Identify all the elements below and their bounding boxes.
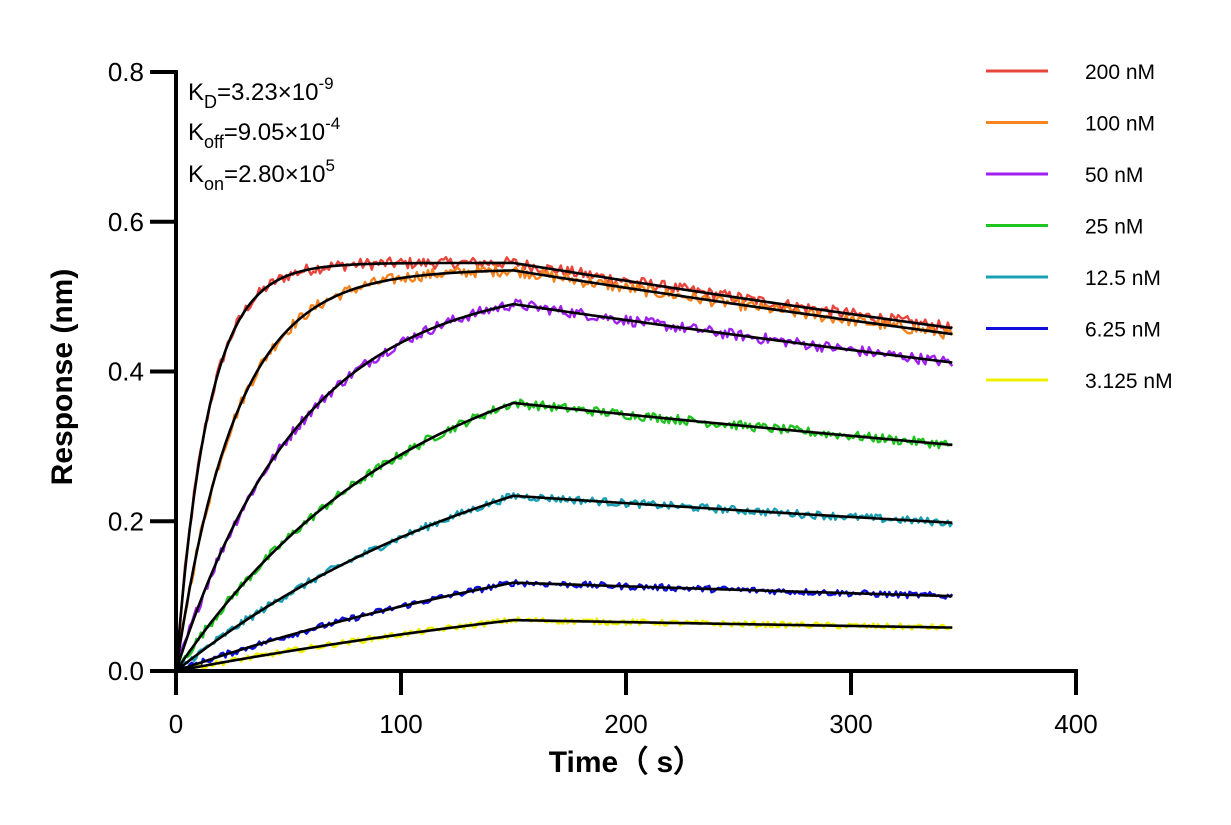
series-25-nM-fit [174,401,953,672]
kd-exponent: -9 [318,74,333,93]
legend-label-100-nM: 100 nM [1085,113,1155,136]
kon-value: =2.80×10 [224,161,325,188]
legend-label-50-nM: 50 nM [1085,164,1143,187]
plot-area [174,256,954,673]
kon-annotation: Kon=2.80×105 [188,156,335,194]
y-axis-title: Response (nm) [46,269,79,486]
kd-subscript: D [204,92,217,112]
koff-value: =9.05×10 [224,119,325,146]
legend-label-12-5-nM: 12.5 nM [1085,267,1161,290]
koff-exponent: -4 [325,114,340,133]
series-100-nM-fit [174,269,953,672]
x-tick-label-0: 0 [169,709,183,739]
legend-label-25-nM: 25 nM [1085,216,1143,239]
kon-symbol: K [188,161,204,188]
y-tick-label-0-8: 0.8 [108,57,144,87]
kon-exponent: 5 [325,156,334,175]
series-200-nM-fit [174,261,953,672]
koff-symbol: K [188,119,204,146]
series-6-25-nM-fit [175,581,953,673]
y-tick-label-0-4: 0.4 [108,357,144,387]
series-50-nM-fit [174,302,953,672]
kon-subscript: on [204,174,224,194]
legend-label-200-nM: 200 nM [1085,61,1155,84]
kd-symbol: K [188,79,204,106]
x-tick-label-400: 400 [1054,709,1097,739]
koff-annotation: Koff=9.05×10-4 [188,114,340,152]
koff-subscript: off [204,132,225,152]
series-50-nM-trace [174,298,954,672]
series-12-5-nM-fit [175,494,953,673]
legend: 200 nM 100 nM 50 nM 25 nM 12.5 nM 6.25 nM 3.12… [986,61,1173,393]
y-tick-label-0-2: 0.2 [108,506,144,536]
axes: 0.0 0.2 0.4 0.6 0.8 0 100 200 300 400 [108,57,1098,739]
kd-annotation: KD=3.23×10-9 [188,74,334,112]
y-tick-label-0-6: 0.6 [108,207,144,237]
x-axis-title: Time（ s） [549,745,704,779]
x-tick-label-200: 200 [604,709,647,739]
kd-value: =3.23×10 [217,79,318,106]
x-tick-label-100: 100 [379,709,422,739]
y-tick-label-0-0: 0.0 [108,656,144,686]
series-3-125-nM-fit [175,618,953,673]
x-tick-label-300: 300 [829,709,872,739]
legend-label-6-25-nM: 6.25 nM [1085,319,1161,342]
legend-label-3-125-nM: 3.125 nM [1085,370,1173,393]
